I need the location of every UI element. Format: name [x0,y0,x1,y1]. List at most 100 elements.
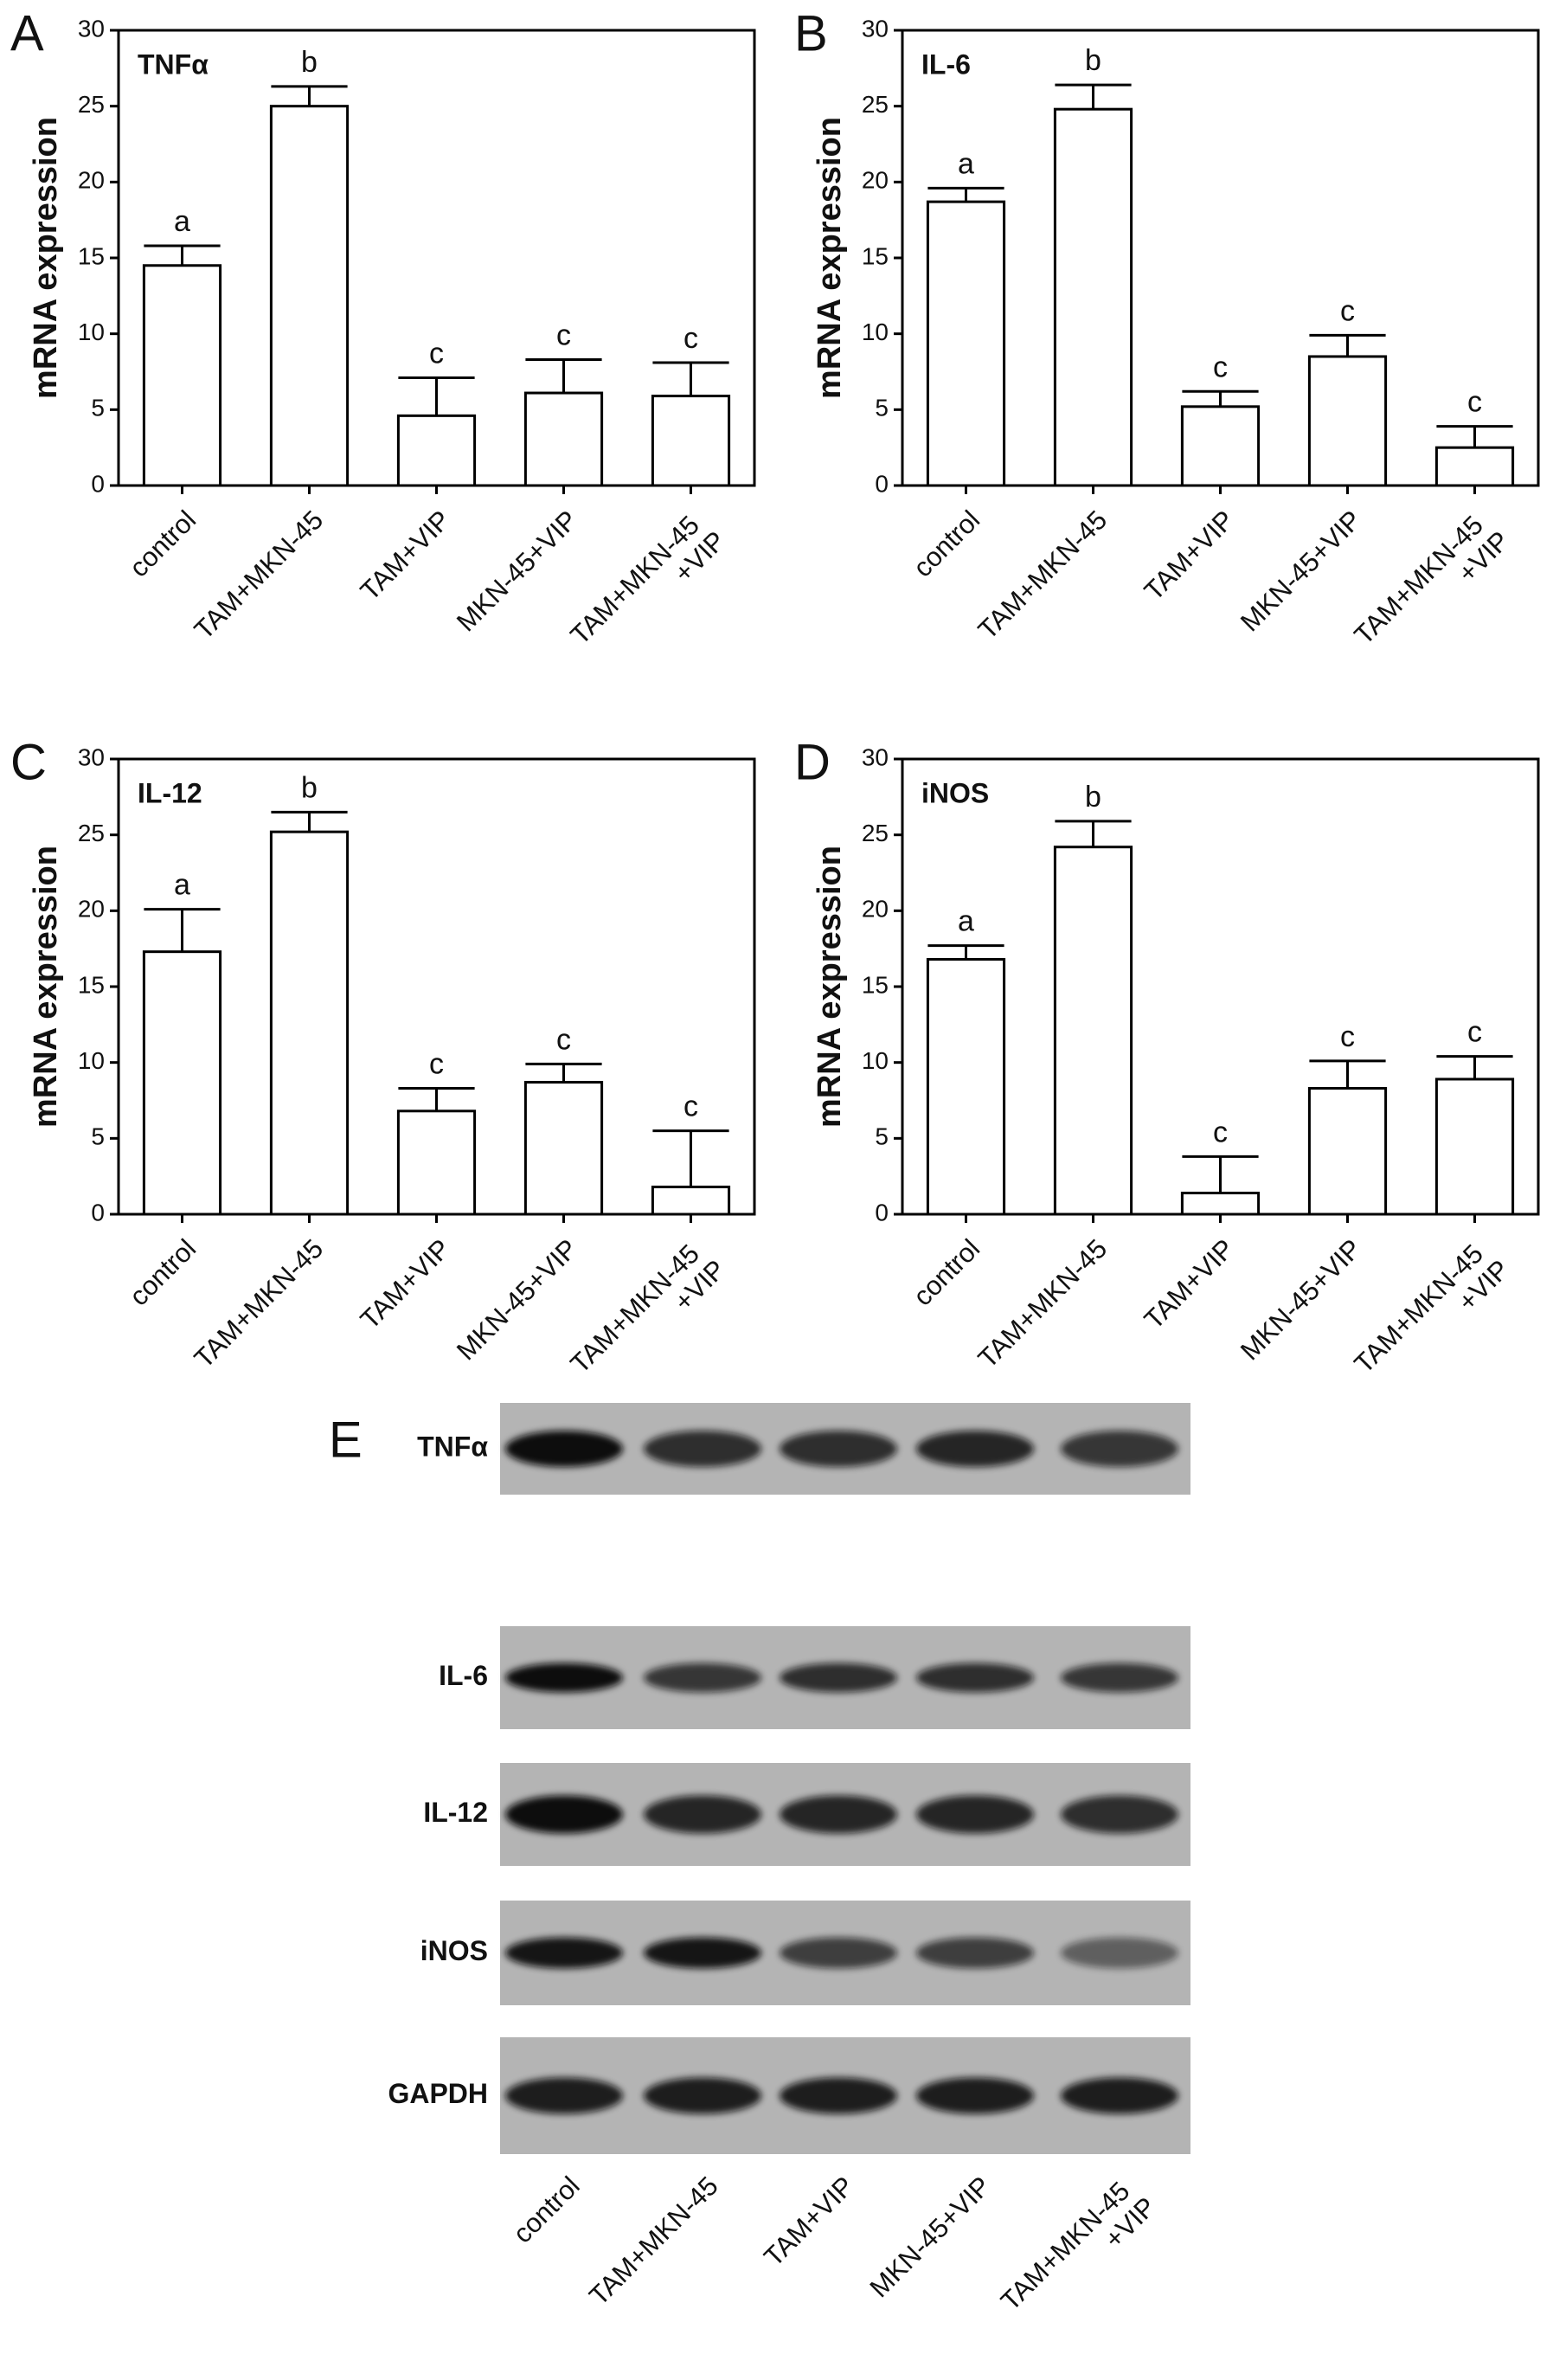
y-tick-label: 15 [78,242,105,269]
bar [523,1080,604,1216]
x-tick-label: TAM+MKN-45 [972,1233,1113,1374]
y-tick-label: 0 [91,1199,105,1225]
x-tick-label: MKN-45+VIP [451,505,583,637]
significance-letter: a [958,147,974,180]
blot-band [916,2077,1034,2114]
panel-label: E [329,1412,363,1468]
y-tick-label: 15 [78,971,105,998]
blot-band [1061,1937,1178,1969]
significance-letter: b [301,46,318,79]
y-tick-label: 10 [78,318,105,345]
bar [1180,1191,1261,1216]
x-tick-label: MKN-45+VIP [1235,1233,1367,1366]
blot-band [644,1795,761,1834]
blot-band [1061,1431,1178,1467]
significance-letter: c [1467,1016,1482,1049]
significance-letter: c [556,1023,571,1056]
y-tick-label: 20 [862,896,889,923]
panel-label: D [794,734,831,790]
x-tick-label: TAM+VIP [1139,505,1241,607]
bar [269,830,350,1216]
y-tick-label: 5 [91,395,105,421]
y-tick-label: 5 [875,1123,889,1150]
y-tick-label: 0 [91,470,105,497]
blot-band [644,2077,761,2114]
y-tick-label: 5 [91,1123,105,1150]
bar [269,105,350,487]
panel-label: B [794,5,828,61]
y-tick-label: 0 [875,1199,889,1225]
x-tick-label: TAM+MKN-45 +VIP [1349,505,1516,672]
y-tick-label: 30 [78,15,105,42]
y-tick-label: 25 [862,820,889,846]
y-tick-label: 25 [78,820,105,846]
bar [142,264,222,487]
blot-band [780,1937,897,1969]
blot-lane-label: control [507,2171,586,2249]
x-tick-label: control [124,1233,202,1312]
significance-letter: b [1085,44,1101,77]
bar [1307,355,1388,487]
y-tick-label: 30 [862,15,889,42]
blot-row-label: IL-6 [439,1660,488,1691]
blot-band [780,1431,897,1467]
y-tick-label: 20 [862,167,889,194]
y-tick-label: 0 [875,470,889,497]
panel-label: C [10,734,47,790]
blot-band [505,1795,623,1834]
significance-letter: c [1340,294,1355,327]
significance-letter: c [1467,386,1482,419]
blot-lane-label: TAM+MKN-45 [583,2171,724,2312]
x-tick-label: MKN-45+VIP [451,1233,583,1366]
blot-band [780,1795,897,1834]
y-axis-label: mRNA expression [812,846,848,1128]
y-tick-label: 25 [862,91,889,118]
y-tick-label: 10 [78,1047,105,1074]
significance-letter: c [556,318,571,351]
bar [651,395,731,487]
chart-title: TNFα [138,48,209,80]
blot-row-label: IL-12 [423,1797,488,1828]
bar [1307,1086,1388,1216]
chart-title: IL-12 [138,777,202,808]
y-tick-label: 20 [78,896,105,923]
significance-letter: c [1213,1116,1228,1148]
significance-letter: b [1085,781,1101,814]
bar [1053,107,1133,487]
blot-lane-label: MKN-45+VIP [863,2171,996,2303]
significance-letter: c [429,1047,444,1080]
x-tick-label: TAM+MKN-45 +VIP [565,505,732,672]
y-tick-label: 5 [875,395,889,421]
blot-band [916,1431,1034,1467]
significance-letter: c [1340,1020,1355,1053]
x-tick-label: control [124,505,202,583]
blot-row-label: TNFα [417,1431,488,1462]
x-tick-label: TAM+MKN-45 [972,505,1113,646]
blot-band [1061,2077,1178,2114]
significance-letter: a [174,869,190,902]
bar [926,200,1006,487]
blot-lane-label: TAM+MKN-45 +VIP [995,2171,1162,2338]
x-tick-label: TAM+VIP [355,505,457,607]
bar [142,950,222,1216]
x-tick-label: TAM+MKN-45 [189,1233,330,1374]
y-tick-label: 10 [862,318,889,345]
blot-band [644,1663,761,1693]
x-tick-label: control [908,505,986,583]
chart-title: IL-6 [921,48,971,80]
y-tick-label: 15 [862,242,889,269]
y-tick-label: 30 [78,743,105,770]
panel-label: A [10,5,44,61]
x-tick-label: TAM+MKN-45 +VIP [565,1233,732,1400]
x-tick-label: TAM+VIP [1139,1233,1241,1335]
blot-band [505,2077,623,2114]
significance-letter: a [958,905,974,938]
blot-lane-label: TAM+VIP [758,2171,860,2273]
blot-band [505,1431,623,1467]
bar [1180,405,1261,487]
bar [1434,1077,1515,1216]
x-tick-label: MKN-45+VIP [1235,505,1367,637]
significance-letter: c [683,322,698,355]
x-tick-label: TAM+VIP [355,1233,457,1335]
